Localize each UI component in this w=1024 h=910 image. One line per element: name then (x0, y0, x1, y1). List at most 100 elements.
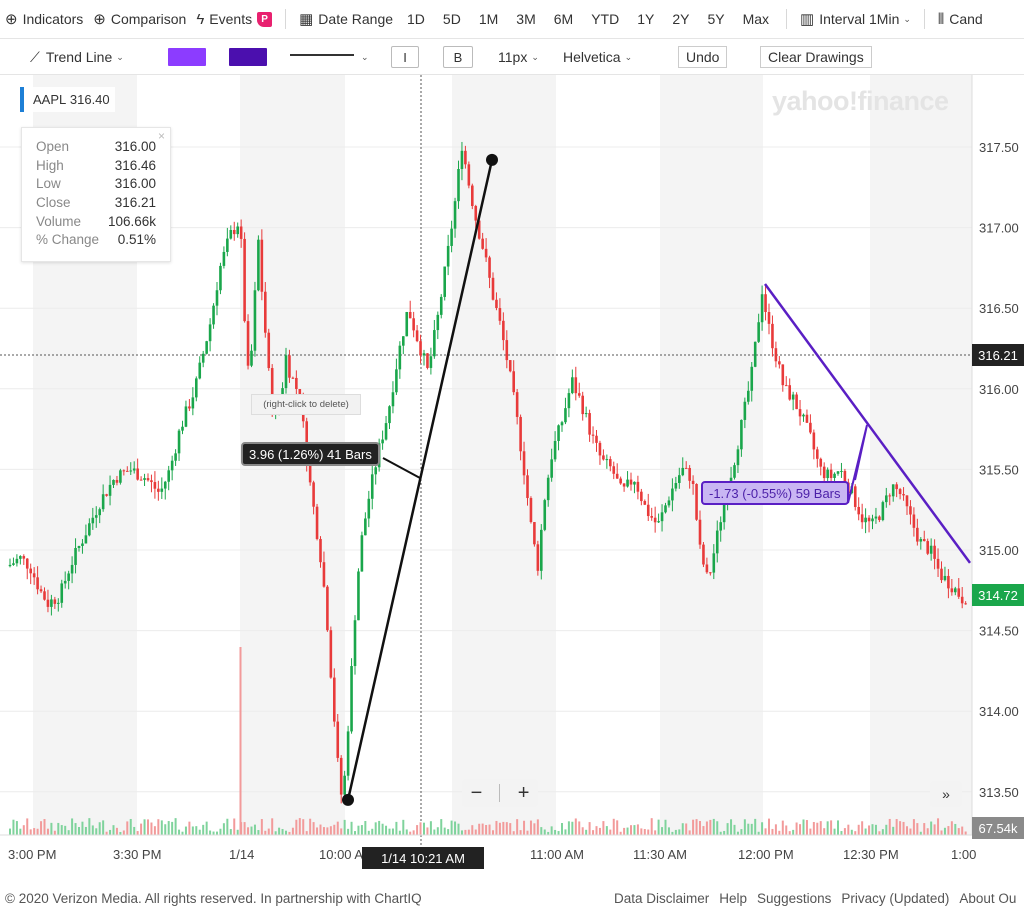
candle-body (39, 589, 43, 592)
undo-button[interactable]: Undo (678, 46, 728, 68)
footer-link[interactable]: About Ou (959, 890, 1017, 906)
font-family-select[interactable]: Helvetica ⌄ (563, 49, 633, 65)
line-style-selector[interactable] (290, 46, 354, 56)
volume-bar (916, 823, 919, 835)
zoom-out-button[interactable]: − (470, 781, 483, 804)
candle-body (857, 506, 860, 515)
footer-link[interactable]: Suggestions (757, 890, 832, 906)
trend-line-tool[interactable]: ⟋ Trend Line ⌄ (30, 48, 124, 66)
range-buttons: 1D 5D 1M 3M 6M YTD 1Y 2Y 5Y Max (398, 0, 778, 38)
candle-body (212, 305, 215, 325)
candle-body (950, 588, 954, 593)
candle-body (881, 502, 885, 521)
symbol-tag[interactable]: AAPL 316.40 (20, 87, 115, 112)
volume-bar (802, 819, 805, 835)
indicators-button[interactable]: ⊕ Indicators (5, 11, 84, 28)
candle-body (264, 291, 267, 333)
range-button-1y[interactable]: 1Y (637, 11, 655, 27)
italic-button[interactable]: I (391, 46, 419, 68)
candle-body (136, 468, 139, 480)
volume-bar (730, 819, 733, 835)
close-icon[interactable]: × (157, 129, 165, 143)
candle-body (895, 484, 898, 490)
candle-body (491, 277, 495, 300)
volume-bar (498, 822, 501, 835)
candle-body (105, 494, 108, 496)
range-button-ytd[interactable]: YTD (591, 11, 620, 27)
volume-bar (119, 831, 122, 835)
chevron-down-icon[interactable]: ⌄ (361, 51, 369, 62)
candle-body (691, 480, 695, 485)
volume-bar (98, 822, 101, 835)
range-button-1m[interactable]: 1M (478, 11, 499, 27)
candle-body (160, 488, 164, 492)
candle-body (888, 495, 892, 497)
candle-body (15, 558, 19, 564)
volume-bar (464, 829, 467, 835)
range-button-3m[interactable]: 3M (516, 11, 536, 27)
range-button-5y[interactable]: 5Y (707, 11, 725, 27)
candle-body (778, 361, 781, 365)
range-button-max[interactable]: Max (742, 11, 770, 27)
volume-bar (906, 826, 908, 835)
candle-body (602, 455, 605, 460)
range-button-6m[interactable]: 6M (553, 11, 574, 27)
candle-body (267, 332, 271, 369)
volume-bar (471, 825, 474, 835)
range-button-1d[interactable]: 1D (407, 11, 425, 27)
candle-body (129, 470, 133, 472)
candle-body (622, 483, 626, 487)
footer-link[interactable]: Data Disclaimer (614, 890, 710, 906)
events-button[interactable]: ϟ Events P (191, 0, 277, 38)
candle-body (398, 345, 402, 370)
candle-body (636, 481, 640, 492)
font-size-select[interactable]: 11px ⌄ (498, 49, 539, 65)
candle-body (132, 468, 136, 471)
range-button-5d[interactable]: 5D (442, 11, 461, 27)
candle-body (860, 514, 864, 523)
volume-bar (809, 828, 812, 835)
volume-bar (147, 819, 149, 835)
candle-body (239, 226, 243, 239)
candle-body (891, 484, 895, 497)
chevron-down-icon: ⌄ (624, 51, 633, 62)
volume-bar (950, 821, 953, 835)
chart-type-button[interactable]: ⫴ Cand (937, 10, 983, 28)
interval-button[interactable]: ▥ Interval 1Min ⌄ (800, 11, 911, 28)
volume-bar (426, 827, 429, 835)
date-range-button[interactable]: ▦ Date Range (299, 11, 394, 28)
volume-bar (598, 827, 601, 835)
volume-bar (412, 830, 415, 835)
volume-bar (619, 831, 622, 835)
measure-label-black[interactable]: 3.96 (1.26%) 41 Bars (241, 442, 380, 466)
label-connector (847, 424, 868, 504)
footer-link[interactable]: Help (719, 890, 748, 906)
candle-body (208, 324, 212, 342)
range-button-2y[interactable]: 2Y (672, 11, 690, 27)
candle-body (809, 422, 812, 433)
ohlc-row: Low 316.00 (36, 175, 156, 194)
volume-bar (264, 830, 267, 835)
line-color-swatch[interactable] (229, 48, 267, 66)
volume-bar (102, 820, 105, 835)
bold-button[interactable]: B (443, 46, 473, 68)
measure-label-purple[interactable]: -1.73 (-0.55%) 59 Bars (701, 481, 849, 505)
candle-body (916, 527, 919, 542)
y-tick-label: 314.50 (979, 624, 1019, 639)
zoom-in-button[interactable]: + (517, 781, 530, 804)
scroll-forward-button[interactable]: » (930, 781, 962, 807)
candle-body (153, 482, 157, 489)
volume-bar (319, 824, 322, 835)
candle-body (94, 515, 98, 518)
candle-body (767, 312, 771, 324)
fill-color-swatch[interactable] (168, 48, 206, 66)
volume-bar (816, 822, 819, 835)
clear-drawings-button[interactable]: Clear Drawings (760, 46, 872, 68)
comparison-button[interactable]: ⊕ Comparison (93, 11, 187, 28)
candle-body (88, 523, 91, 536)
ohlc-value: 316.46 (114, 157, 156, 173)
volume-bar (850, 829, 853, 835)
candle-body (819, 458, 823, 467)
footer-link[interactable]: Privacy (Updated) (841, 890, 950, 906)
volume-bar (571, 821, 574, 835)
